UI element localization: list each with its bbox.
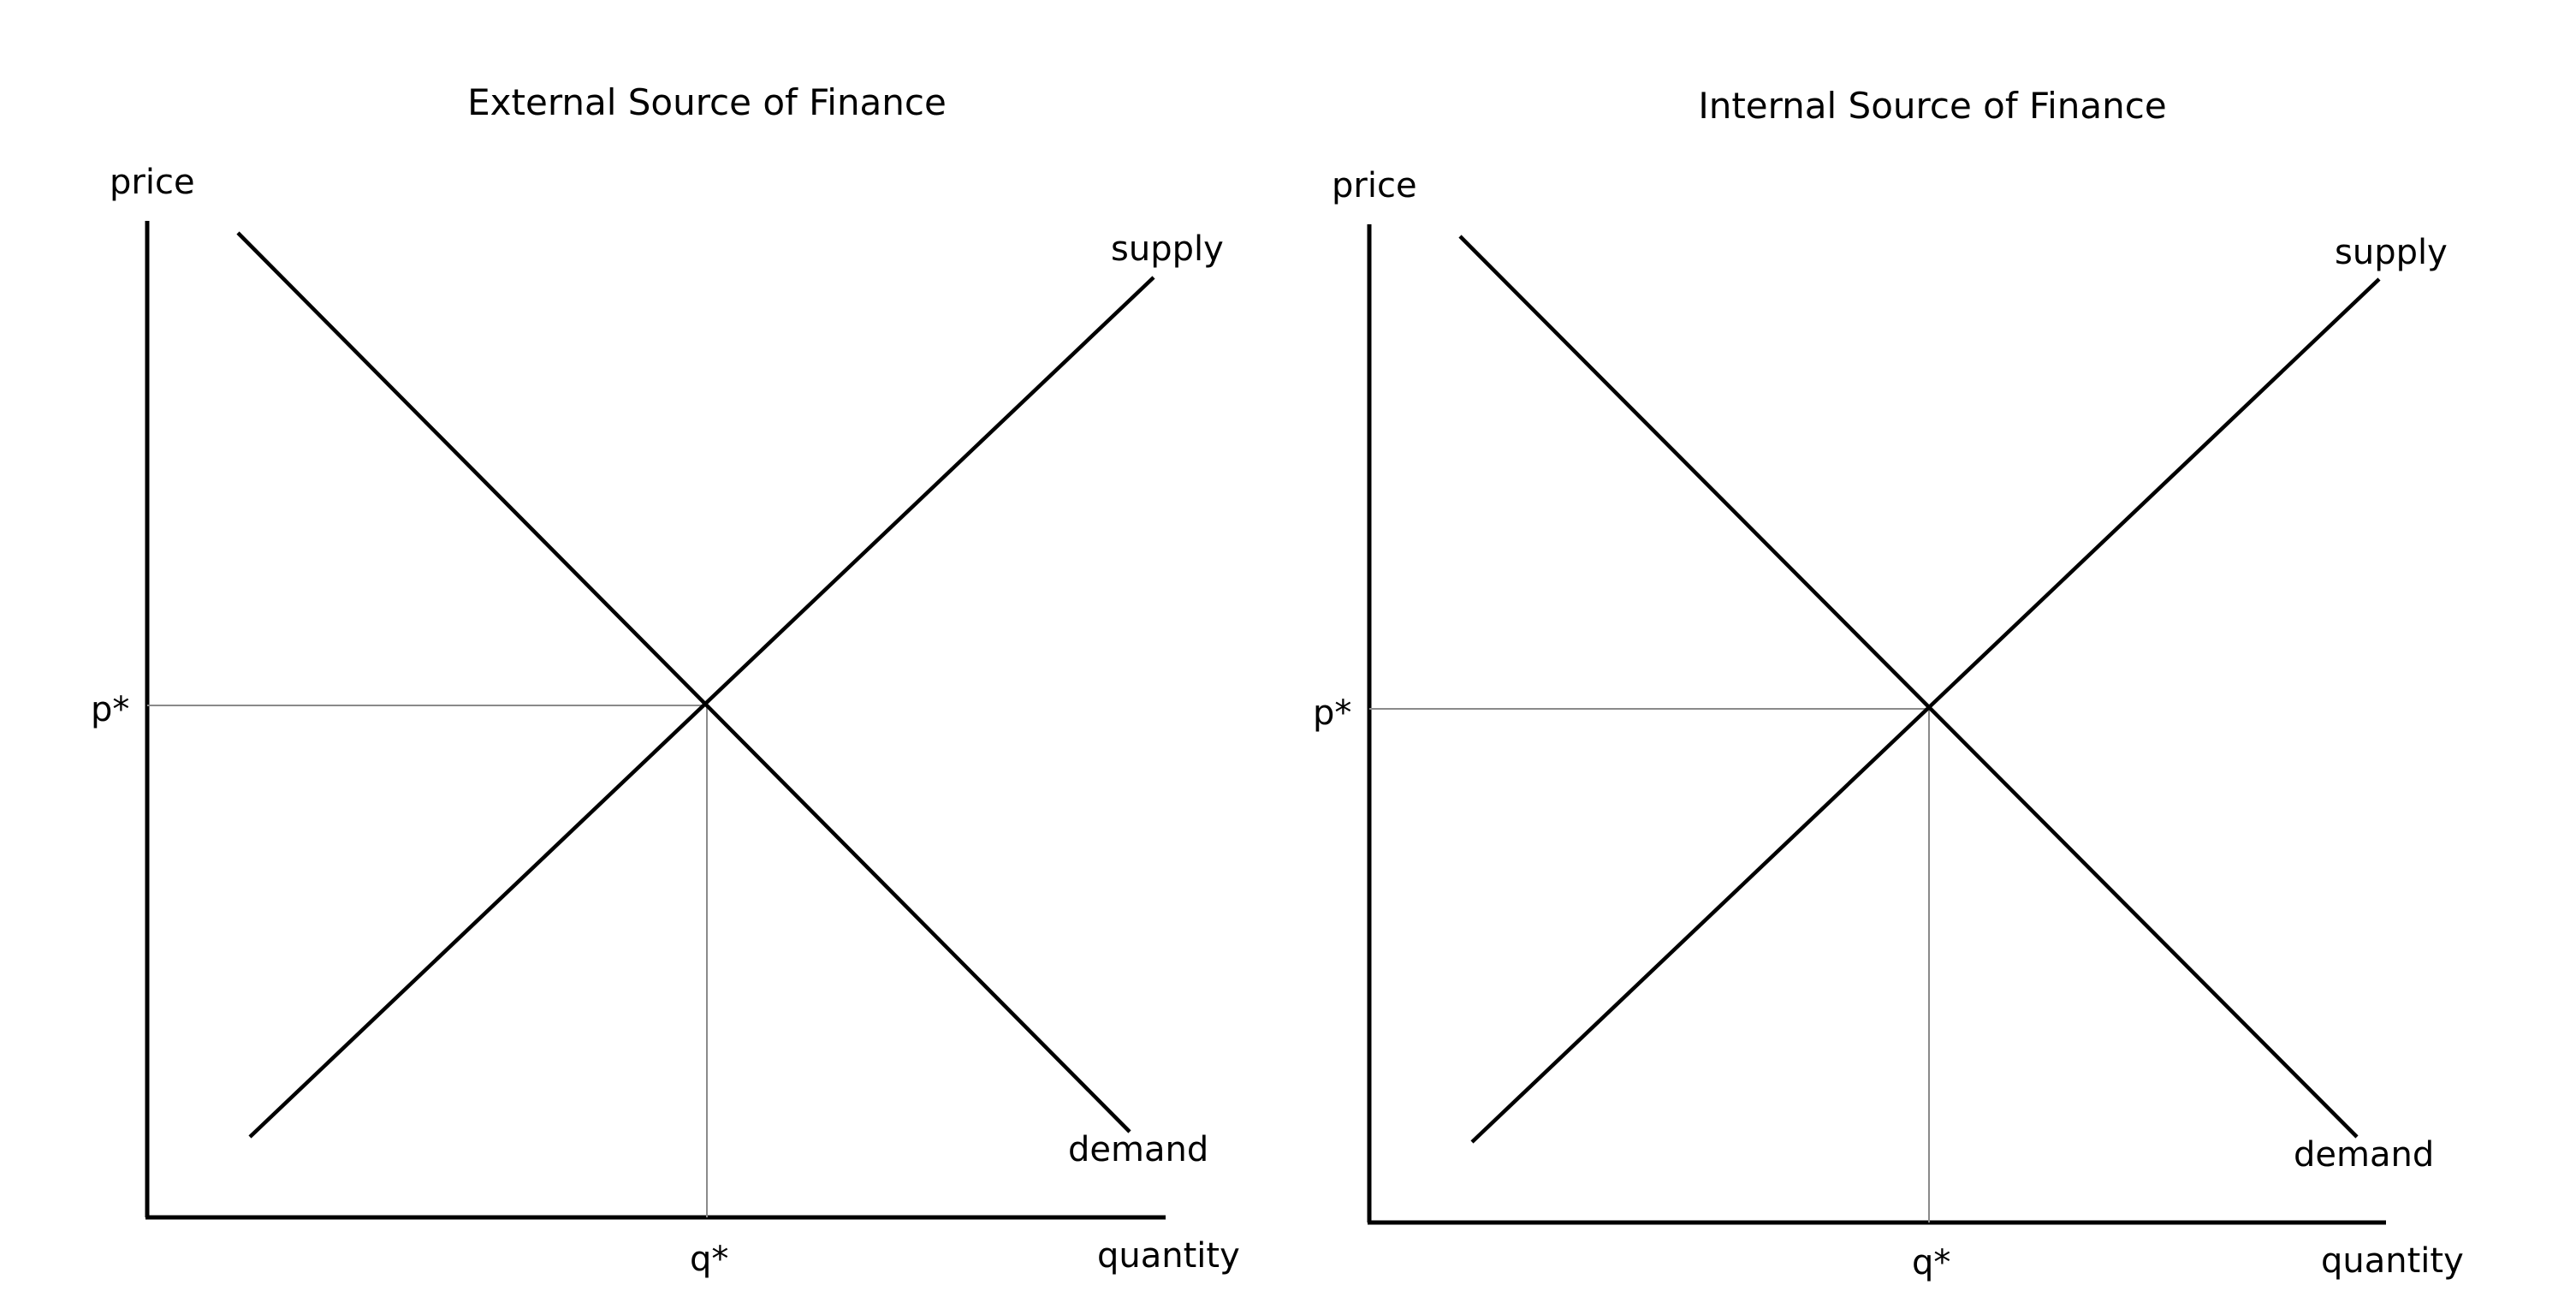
demand-curve xyxy=(1458,235,2359,1139)
demand-curve xyxy=(236,231,1131,1133)
supply-curve xyxy=(248,276,1155,1139)
price-marker: p* xyxy=(1313,693,1351,733)
quantity-marker: q* xyxy=(690,1240,728,1279)
quantity-marker: q* xyxy=(1912,1243,1950,1282)
demand-label: demand xyxy=(2294,1135,2434,1175)
diagram-title: Internal Source of Finance xyxy=(1698,85,2166,127)
supply-label: supply xyxy=(2335,233,2448,272)
supply-label: supply xyxy=(1111,229,1224,269)
y-axis-label: price xyxy=(1332,166,1417,205)
y-axis-label: price xyxy=(110,163,195,202)
x-axis-label: quantity xyxy=(1097,1236,1240,1276)
diagram-external: External Source of Finance price supply … xyxy=(91,81,1240,1279)
demand-label: demand xyxy=(1068,1130,1208,1169)
supply-curve xyxy=(1470,277,2381,1144)
price-marker: p* xyxy=(91,690,129,729)
diagram-title: External Source of Finance xyxy=(467,81,947,123)
diagram-internal: Internal Source of Finance price supply … xyxy=(1313,85,2464,1282)
x-axis-label: quantity xyxy=(2321,1241,2464,1281)
